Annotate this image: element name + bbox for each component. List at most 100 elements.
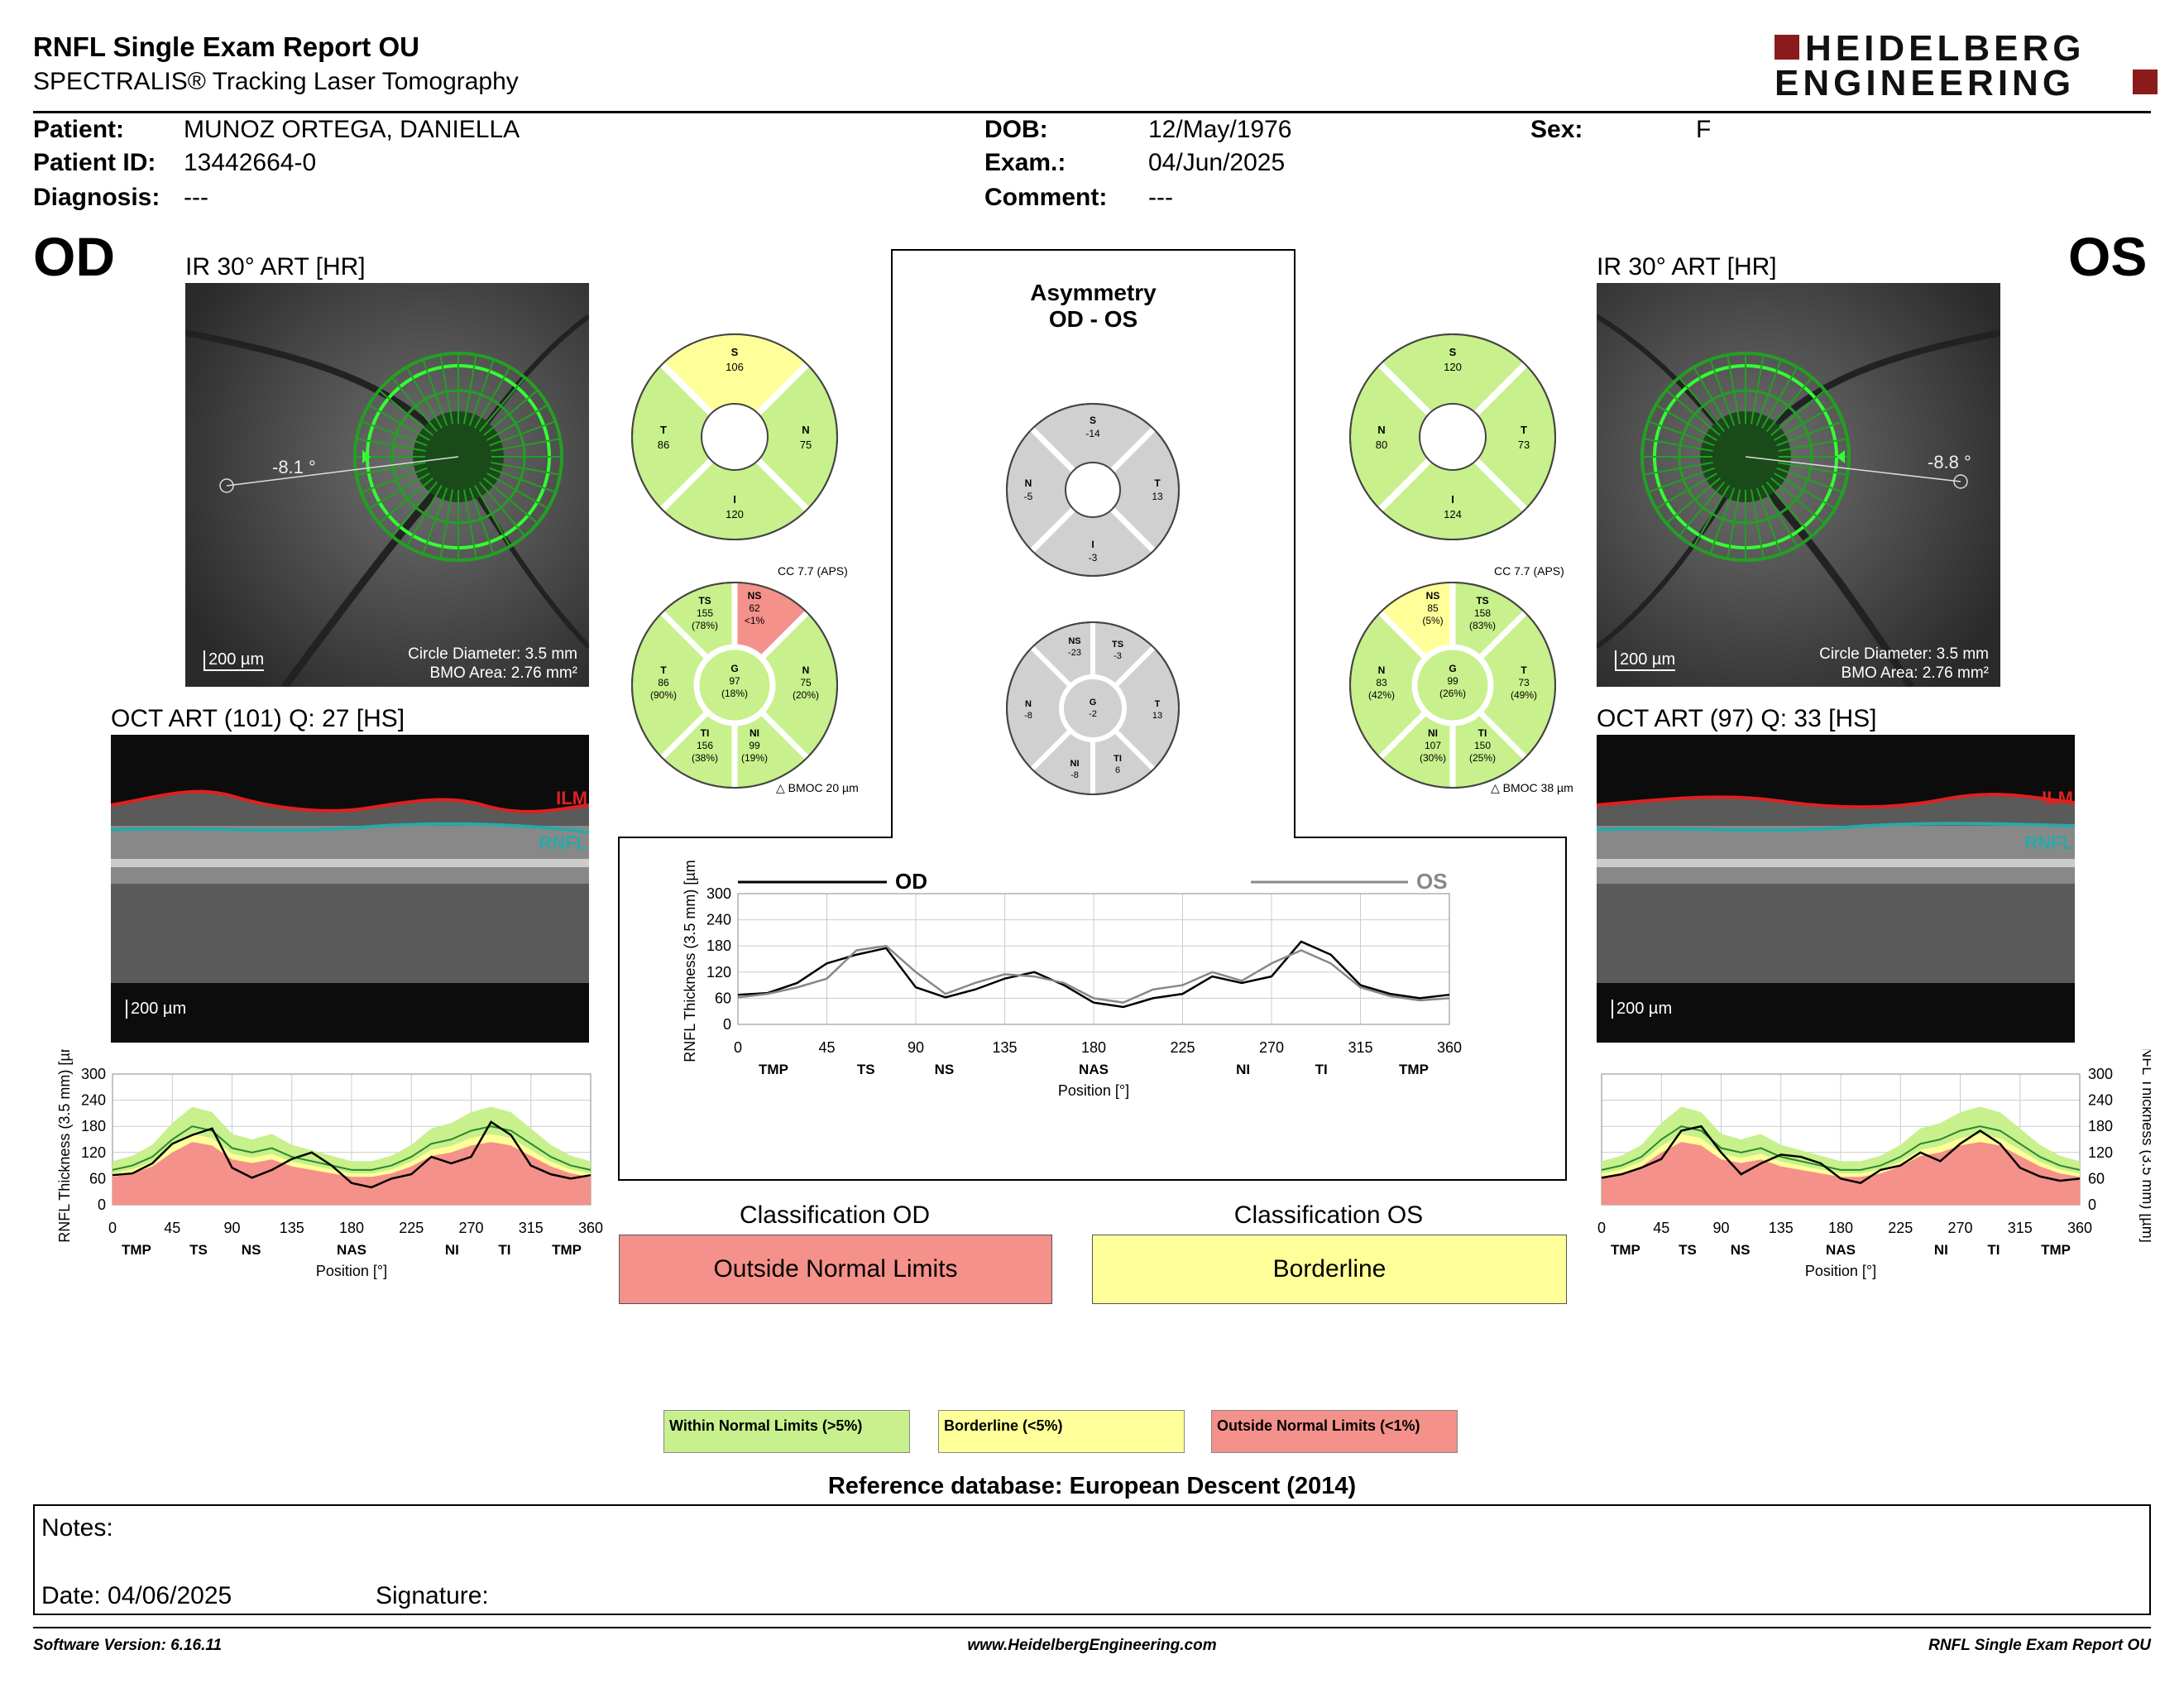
os-eye-label: OS (2068, 226, 2148, 287)
y-tick-label: 240 (2088, 1092, 2113, 1109)
od-quad-n-value: 75 (800, 439, 812, 451)
os-sector-ts-pct: (83%) (1469, 620, 1496, 631)
od-sector-ti-letter: TI (701, 727, 710, 739)
od-thickness-chart: 0 60 120 180 240 300 0 45 90 135 180 225 270 315 360 TM… (56, 1049, 603, 1279)
legend-outside: Outside Normal Limits (<1%) (1211, 1410, 1458, 1453)
series-line-od (112, 1120, 592, 1189)
asymmetry-quadrant-chart: S -14 N -5 T 13 I -3 (1006, 403, 1180, 577)
y-tick-label: 240 (706, 912, 731, 928)
os-thickness-chart: 0 60 120 180 240 300 0 45 90 135 180 225 270 315 360 TM… (1597, 1049, 2151, 1279)
series-line-od (737, 940, 1450, 1009)
y-tick-label: 60 (715, 990, 731, 1006)
od-oct-image: ILM RNFL 200 µm (111, 735, 589, 1043)
asym-quad-i-value: -3 (1089, 552, 1098, 563)
header-rule (33, 111, 2151, 113)
legend-os-label: OS (1416, 869, 1448, 894)
footer-report: RNFL Single Exam Report OU (1928, 1637, 2151, 1654)
od-rnfl-label: RNFL (539, 832, 587, 853)
od-sector-n-letter: N (802, 664, 810, 676)
os-sector-ts-value: 158 (1474, 607, 1491, 619)
os-quad-i-letter: I (1451, 493, 1454, 506)
classification-os-title: Classification OS (1233, 1201, 1424, 1229)
od-sector-t-pct: (90%) (650, 689, 677, 701)
os-oct-image: ILM RNFL 200 µm (1597, 735, 2075, 1043)
x-tick-label: 0 (734, 1039, 742, 1056)
footer-software: Software Version: 6.16.11 (33, 1637, 223, 1654)
y-tick-label: 120 (706, 964, 731, 981)
od-sector-ni-value: 99 (749, 740, 760, 751)
od-bmo-area: BMO Area: 2.76 mm² (429, 664, 577, 682)
od-quadrant-chart: S 106 T 86 N 75 I 120 (631, 333, 838, 540)
diagnosis: --- (184, 184, 208, 211)
region-label: NS (935, 1062, 955, 1077)
asym-sector-g-letter: G (1090, 698, 1097, 707)
od-quad-i-letter: I (733, 493, 736, 506)
od-bmoc: △ BMOC 20 µm (776, 781, 859, 794)
y-tick-label: 120 (2088, 1144, 2113, 1161)
od-bmoc-value: BMOC 20 µm (788, 781, 859, 794)
asym-sector-g-value: -2 (1089, 709, 1097, 719)
asym-sector-ni-value: -8 (1070, 770, 1079, 780)
od-circle-diameter: Circle Diameter: 3.5 mm (408, 645, 577, 663)
od-sector-g-value: 97 (729, 675, 740, 687)
asymmetry-subtitle: OD - OS (1048, 306, 1138, 332)
classification-od-value: Outside Normal Limits (619, 1235, 1052, 1304)
asym-sector-n-letter: N (1025, 699, 1032, 709)
os-bmoc: △ BMOC 38 µm (1491, 781, 1573, 794)
od-sector-n-pct: (20%) (793, 689, 819, 701)
od-ilm-label: ILM (556, 788, 587, 808)
od-sector-ns-letter: NS (748, 590, 762, 602)
x-axis-label: Position [°] (1805, 1263, 1876, 1279)
normative-band (1602, 1142, 2080, 1205)
comment: --- (1148, 184, 1173, 211)
asym-quad-t-value: 13 (1152, 491, 1163, 502)
od-sector-ns-pct: <1% (745, 615, 765, 626)
os-rnfl-label: RNFL (2024, 832, 2073, 853)
patient-label: Patient: (33, 116, 125, 143)
os-oct-scale: 200 µm (1612, 1000, 1672, 1019)
asym-sector-ni-letter: NI (1070, 759, 1080, 769)
series-line-os (1601, 1125, 2081, 1185)
footer-url[interactable]: www.HeidelbergEngineering.com (967, 1637, 1217, 1654)
os-quad-i-value: 124 (1444, 508, 1462, 520)
y-tick-label: 60 (89, 1170, 106, 1187)
x-tick-label: 270 (1947, 1220, 1972, 1236)
x-axis-label: Position [°] (1058, 1082, 1129, 1099)
y-axis-label: RNFL Thickness (3.5 mm) [µm] (2139, 1049, 2151, 1243)
x-axis-label: Position [°] (316, 1263, 387, 1279)
y-tick-label: 60 (2088, 1170, 2105, 1187)
os-sector-t-value: 73 (1518, 677, 1530, 688)
dob: 12/May/1976 (1148, 116, 1292, 143)
os-sector-n-value: 83 (1376, 677, 1387, 688)
x-tick-label: 90 (223, 1220, 240, 1236)
series-line-os (737, 944, 1450, 1004)
od-eye-label: OD (33, 226, 115, 287)
asym-quad-s-letter: S (1090, 415, 1096, 426)
y-tick-label: 180 (81, 1118, 106, 1134)
notes-date: Date: 04/06/2025 (41, 1582, 232, 1609)
od-quad-t-letter: T (660, 424, 667, 436)
y-tick-label: 0 (98, 1196, 106, 1213)
os-fundus-image: -8.8 ° 200 µm Circle Diameter: 3.5 mm BM… (1597, 283, 2000, 687)
os-sector-ni-letter: NI (1428, 727, 1438, 739)
region-label: TMP (2041, 1242, 2071, 1258)
od-sector-g-letter: G (730, 663, 738, 674)
x-tick-label: 45 (818, 1039, 835, 1056)
logo-line2: ENGINEERING (1774, 63, 2076, 103)
os-quad-n-letter: N (1377, 424, 1385, 436)
od-fundus-image: -8.1 ° 200 µm Circle Diameter: 3.5 mm BM… (185, 283, 589, 687)
classification-od-title: Classification OD (739, 1201, 931, 1229)
y-tick-label: 180 (706, 938, 731, 954)
exam-label: Exam.: (984, 149, 1066, 176)
od-sector-ts-letter: TS (698, 595, 711, 607)
asym-quad-s-value: -14 (1085, 428, 1100, 439)
legend-borderline: Borderline (<5%) (938, 1410, 1185, 1453)
os-quad-s-letter: S (1449, 346, 1457, 358)
region-label: NI (1934, 1242, 1948, 1258)
os-cc: CC 7.7 (APS) (1494, 564, 1564, 578)
x-tick-label: 360 (1437, 1039, 1462, 1056)
region-label: NS (242, 1242, 261, 1258)
center-thickness-chart: 0 60 120 180 240 300 0 45 90 135 180 225 270 315 360 TM… (682, 861, 1462, 1099)
signature-label: Signature: (376, 1582, 489, 1609)
